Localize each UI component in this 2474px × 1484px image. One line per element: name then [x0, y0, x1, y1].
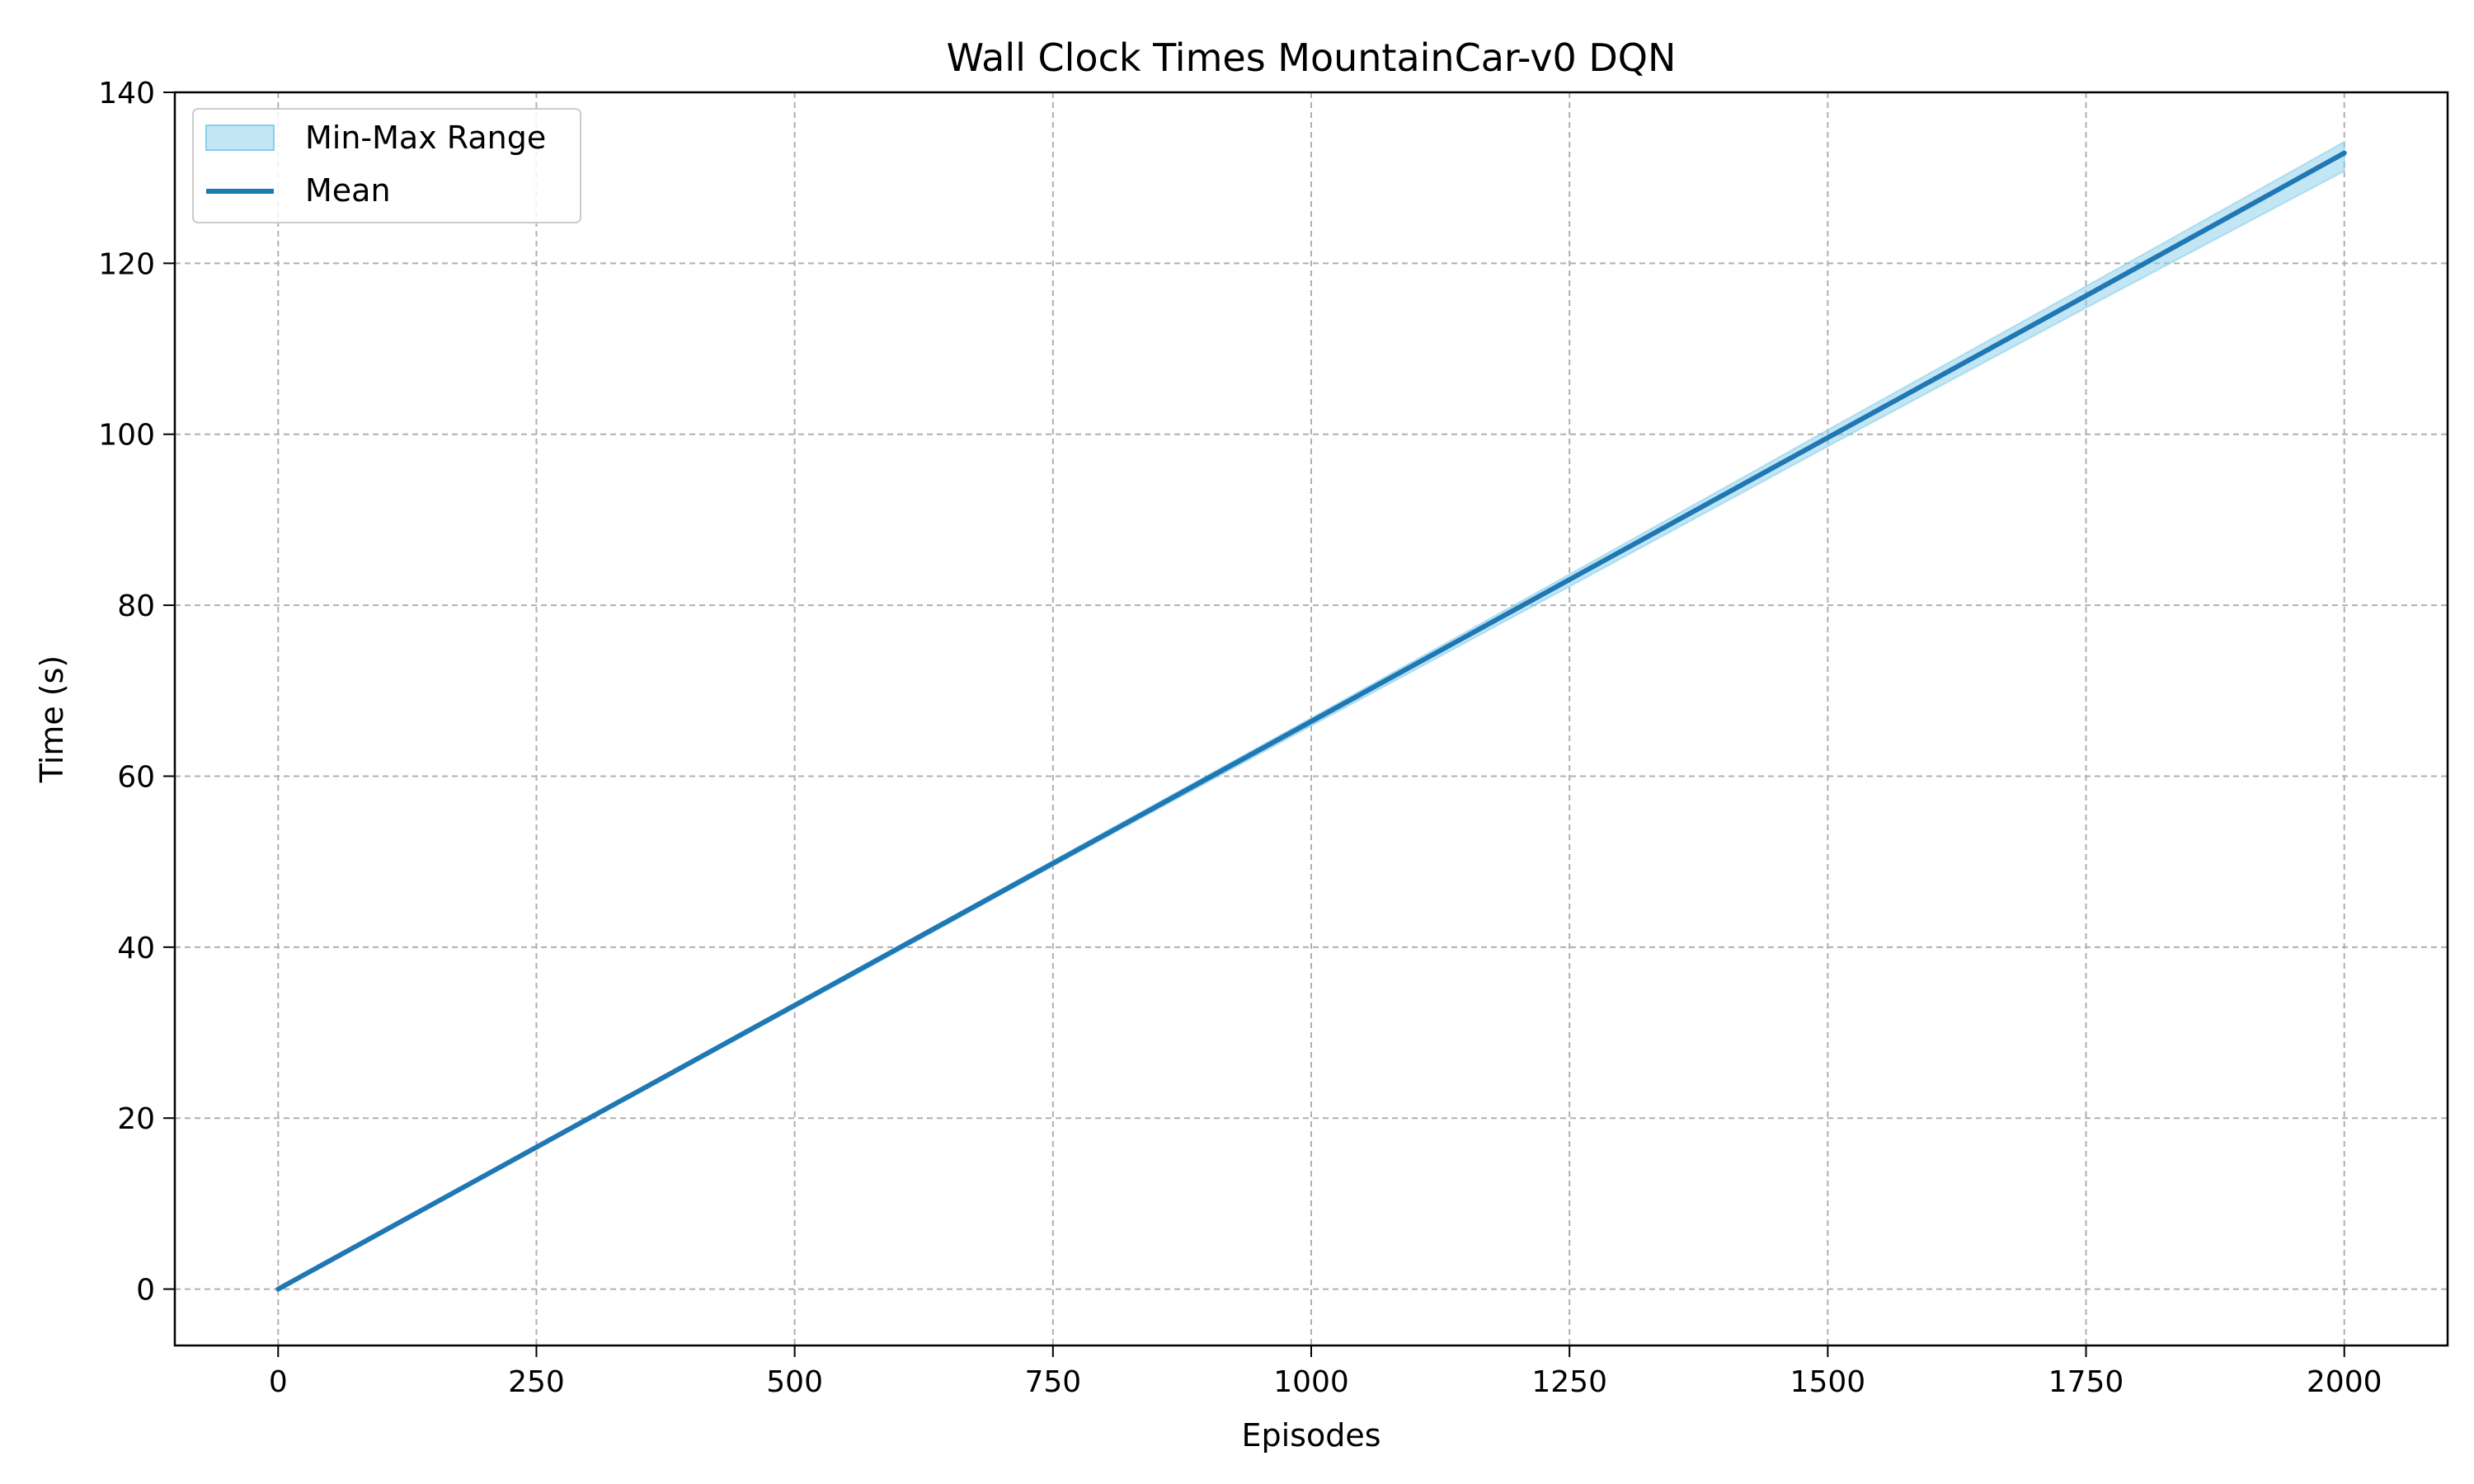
- x-tick-label: 1500: [1790, 1365, 1866, 1399]
- x-tick-label: 1750: [2048, 1365, 2124, 1399]
- mean-line-layer: [275, 150, 2347, 1292]
- y-tick-label: 120: [98, 247, 155, 281]
- x-tick-label: 750: [1024, 1365, 1081, 1399]
- legend: Min-Max Range Mean: [192, 108, 581, 223]
- mean-line: [275, 150, 2347, 1292]
- y-tick-label: 20: [117, 1102, 155, 1136]
- legend-label-mean: Mean: [305, 172, 391, 209]
- legend-label-min-max-range: Min-Max Range: [305, 120, 546, 156]
- y-tick-label: 0: [136, 1274, 155, 1308]
- y-tick-label: 140: [98, 77, 155, 110]
- x-tick-label: 250: [508, 1365, 565, 1399]
- chart-title: Wall Clock Times MountainCar-v0 DQN: [947, 35, 1677, 80]
- y-tick-label: 40: [117, 932, 155, 965]
- x-tick-label: 2000: [2307, 1365, 2382, 1399]
- y-tick-label: 80: [117, 589, 155, 623]
- legend-box: [192, 108, 581, 223]
- legend-swatch-min-max-range: [205, 124, 275, 151]
- x-tick-label: 0: [269, 1365, 288, 1399]
- y-tick-label: 60: [117, 760, 155, 794]
- y-axis-label: Time (s): [34, 655, 70, 784]
- x-tick-label: 500: [766, 1365, 823, 1399]
- axis-ticks: 0 250 500 750 1000 1250 1500 1750 2000 0 20 40 60 80 1…: [98, 77, 2382, 1399]
- y-tick-label: 100: [98, 419, 155, 453]
- x-tick-label: 1000: [1273, 1365, 1349, 1399]
- x-axis-label: Episodes: [1241, 1417, 1380, 1453]
- x-tick-label: 1250: [1531, 1365, 1607, 1399]
